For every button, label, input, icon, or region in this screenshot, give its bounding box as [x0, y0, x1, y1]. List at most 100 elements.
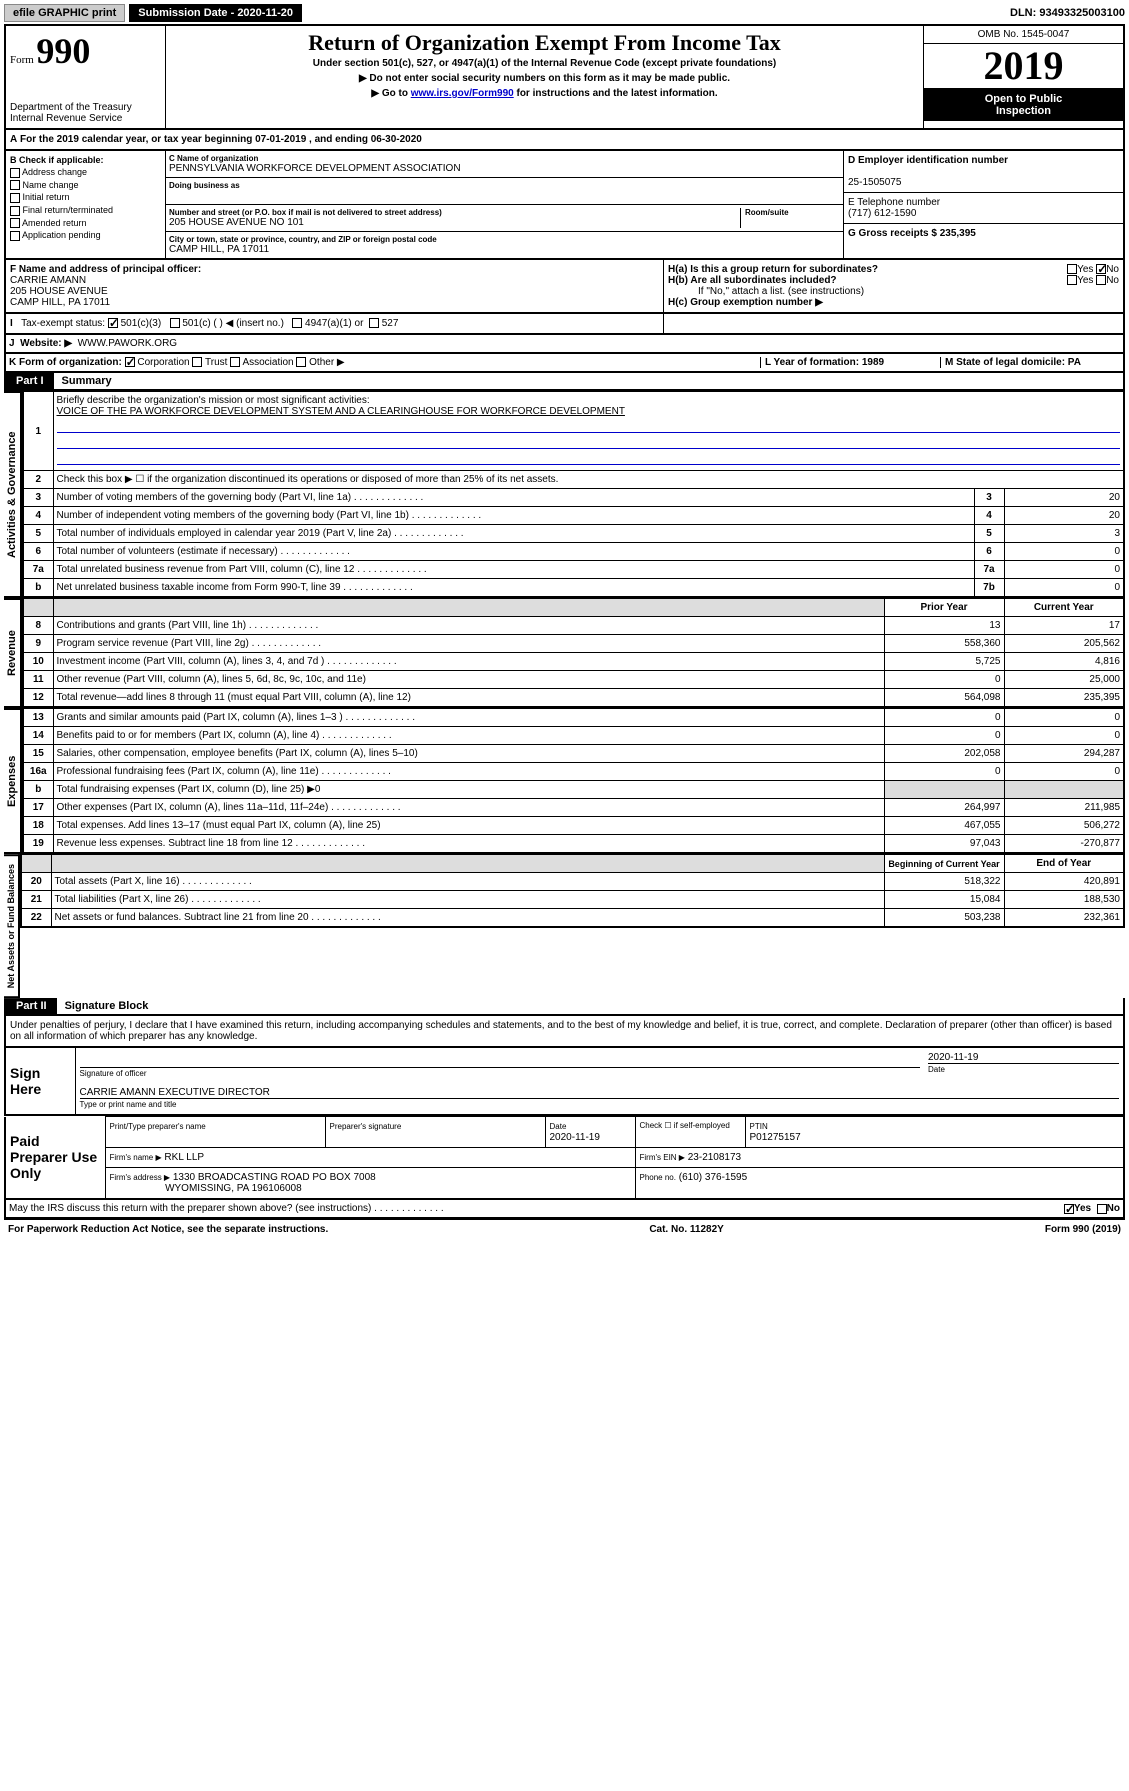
prep-phone: (610) 376-1595	[679, 1172, 747, 1183]
omb-number: OMB No. 1545-0047	[924, 26, 1123, 44]
hc-label: H(c) Group exemption number ▶	[668, 297, 823, 308]
governance-table: 1 Briefly describe the organization's mi…	[22, 391, 1125, 598]
form990-link[interactable]: www.irs.gov/Form990	[411, 88, 514, 99]
val-6: 0	[1004, 543, 1124, 561]
officer-group-section: F Name and address of principal officer:…	[4, 260, 1125, 314]
val-4: 20	[1004, 507, 1124, 525]
preparer-table: Paid Preparer Use Only Print/Type prepar…	[4, 1116, 1125, 1200]
side-governance: Activities & Governance	[4, 391, 22, 598]
cb-application[interactable]: Application pending	[10, 230, 161, 241]
m-label: M State of legal domicile: PA	[945, 357, 1081, 368]
form-title: Return of Organization Exempt From Incom…	[170, 30, 919, 56]
ha-label: H(a) Is this a group return for subordin…	[668, 264, 878, 275]
cb-4947[interactable]	[292, 318, 302, 328]
form-label: Form	[10, 54, 34, 66]
dept-label: Department of the Treasury	[10, 102, 161, 113]
sig-officer-label: Signature of officer	[80, 1069, 147, 1078]
dln-label: DLN: 93493325003100	[1010, 7, 1125, 19]
irs-label: Internal Revenue Service	[10, 113, 161, 124]
cb-501c[interactable]	[170, 318, 180, 328]
val-3: 20	[1004, 489, 1124, 507]
firm-name: RKL LLP	[164, 1152, 204, 1163]
street-address: 205 HOUSE AVENUE NO 101	[169, 217, 740, 228]
form-subtitle: Under section 501(c), 527, or 4947(a)(1)…	[170, 58, 919, 69]
side-netassets: Net Assets or Fund Balances	[4, 854, 20, 998]
section-b-label: B Check if applicable:	[10, 155, 104, 165]
part2-header: Part II Signature Block	[4, 998, 1125, 1016]
cb-amended[interactable]: Amended return	[10, 218, 161, 229]
k-label: K Form of organization:	[9, 357, 122, 368]
cb-other[interactable]	[296, 357, 306, 367]
cb-501c3[interactable]	[108, 318, 118, 328]
tax-year-row: A For the 2019 calendar year, or tax yea…	[4, 130, 1125, 151]
website: WWW.PAWORK.ORG	[78, 338, 177, 349]
officer-addr1: 205 HOUSE AVENUE	[10, 286, 108, 297]
cb-assoc[interactable]	[230, 357, 240, 367]
officer-name-title: CARRIE AMANN EXECUTIVE DIRECTOR	[80, 1087, 1120, 1099]
header-bar: efile GRAPHIC print Submission Date - 20…	[4, 4, 1125, 22]
ptin: P01275157	[750, 1132, 801, 1143]
footer: For Paperwork Reduction Act Notice, see …	[4, 1219, 1125, 1239]
officer-addr2: CAMP HILL, PA 17011	[10, 297, 110, 308]
cb-address-change[interactable]: Address change	[10, 167, 161, 178]
cb-trust[interactable]	[192, 357, 202, 367]
c-label: C Name of organization	[169, 154, 840, 163]
officer-name: CARRIE AMANN	[10, 275, 86, 286]
ssn-note: ▶ Do not enter social security numbers o…	[170, 73, 919, 84]
d-label: D Employer identification number	[848, 155, 1008, 166]
cb-discuss-no[interactable]	[1097, 1204, 1107, 1214]
hb-note: If "No," attach a list. (see instruction…	[668, 286, 1119, 297]
paperwork-note: For Paperwork Reduction Act Notice, see …	[8, 1224, 328, 1235]
phone: (717) 612-1590	[848, 208, 916, 219]
col-prior: Prior Year	[884, 599, 1004, 617]
gross-receipts: G Gross receipts $ 235,395	[848, 228, 976, 239]
cb-discuss-yes[interactable]	[1064, 1204, 1074, 1214]
expenses-table: 13Grants and similar amounts paid (Part …	[22, 708, 1125, 854]
room-label: Room/suite	[745, 208, 840, 217]
firm-addr2: WYOMISSING, PA 196106008	[165, 1183, 302, 1194]
form-ref: Form 990 (2019)	[1045, 1224, 1121, 1235]
entity-section: B Check if applicable: Address change Na…	[4, 151, 1125, 260]
perjury-text: Under penalties of perjury, I declare th…	[4, 1016, 1125, 1048]
form-number: 990	[36, 31, 90, 71]
signature-table: Sign Here Signature of officer 2020-11-1…	[4, 1048, 1125, 1116]
website-row: J Website: ▶ WWW.PAWORK.ORG	[4, 335, 1125, 354]
j-label: Website: ▶	[20, 338, 72, 349]
date-label: Date	[928, 1065, 945, 1074]
i-label: Tax-exempt status:	[21, 318, 105, 329]
cb-corp[interactable]	[125, 357, 135, 367]
tax-status-row: I Tax-exempt status: 501(c)(3) 501(c) ( …	[4, 314, 1125, 335]
e-label: E Telephone number	[848, 197, 940, 208]
firm-addr1: 1330 BROADCASTING ROAD PO BOX 7008	[173, 1172, 376, 1183]
form-header: Form 990 Department of the Treasury Inte…	[4, 24, 1125, 130]
open-public: Open to Public Inspection	[924, 89, 1123, 121]
check-self: Check ☐ if self-employed	[635, 1117, 745, 1148]
sign-here-label: Sign Here	[5, 1048, 75, 1115]
ein: 25-1505075	[848, 177, 901, 188]
part1-header: Part I Summary	[4, 373, 1125, 391]
netassets-table: Beginning of Current YearEnd of Year 20T…	[20, 854, 1125, 928]
cb-initial-return[interactable]: Initial return	[10, 192, 161, 203]
addr-label: Number and street (or P.O. box if mail i…	[169, 208, 740, 217]
side-expenses: Expenses	[4, 708, 22, 854]
col-begin: Beginning of Current Year	[884, 855, 1004, 873]
cat-number: Cat. No. 11282Y	[649, 1224, 723, 1235]
val-5: 3	[1004, 525, 1124, 543]
cb-name-change[interactable]: Name change	[10, 180, 161, 191]
cb-527[interactable]	[369, 318, 379, 328]
col-end: End of Year	[1004, 855, 1124, 873]
city-label: City or town, state or province, country…	[169, 235, 840, 244]
goto-instruction: ▶ Go to www.irs.gov/Form990 for instruct…	[170, 88, 919, 99]
cb-final-return[interactable]: Final return/terminated	[10, 205, 161, 216]
mission-text: VOICE OF THE PA WORKFORCE DEVELOPMENT SY…	[57, 406, 625, 417]
discuss-row: May the IRS discuss this return with the…	[4, 1200, 1125, 1219]
submission-button[interactable]: Submission Date - 2020-11-20	[129, 4, 302, 22]
l-label: L Year of formation: 1989	[765, 357, 884, 368]
sig-date: 2020-11-19	[928, 1052, 1119, 1064]
hb-label: H(b) Are all subordinates included?	[668, 275, 837, 286]
val-7b: 0	[1004, 579, 1124, 598]
org-name: PENNSYLVANIA WORKFORCE DEVELOPMENT ASSOC…	[169, 163, 840, 174]
efile-button[interactable]: efile GRAPHIC print	[4, 4, 125, 22]
f-label: F Name and address of principal officer:	[10, 264, 201, 275]
firm-ein: 23-2108173	[688, 1152, 741, 1163]
